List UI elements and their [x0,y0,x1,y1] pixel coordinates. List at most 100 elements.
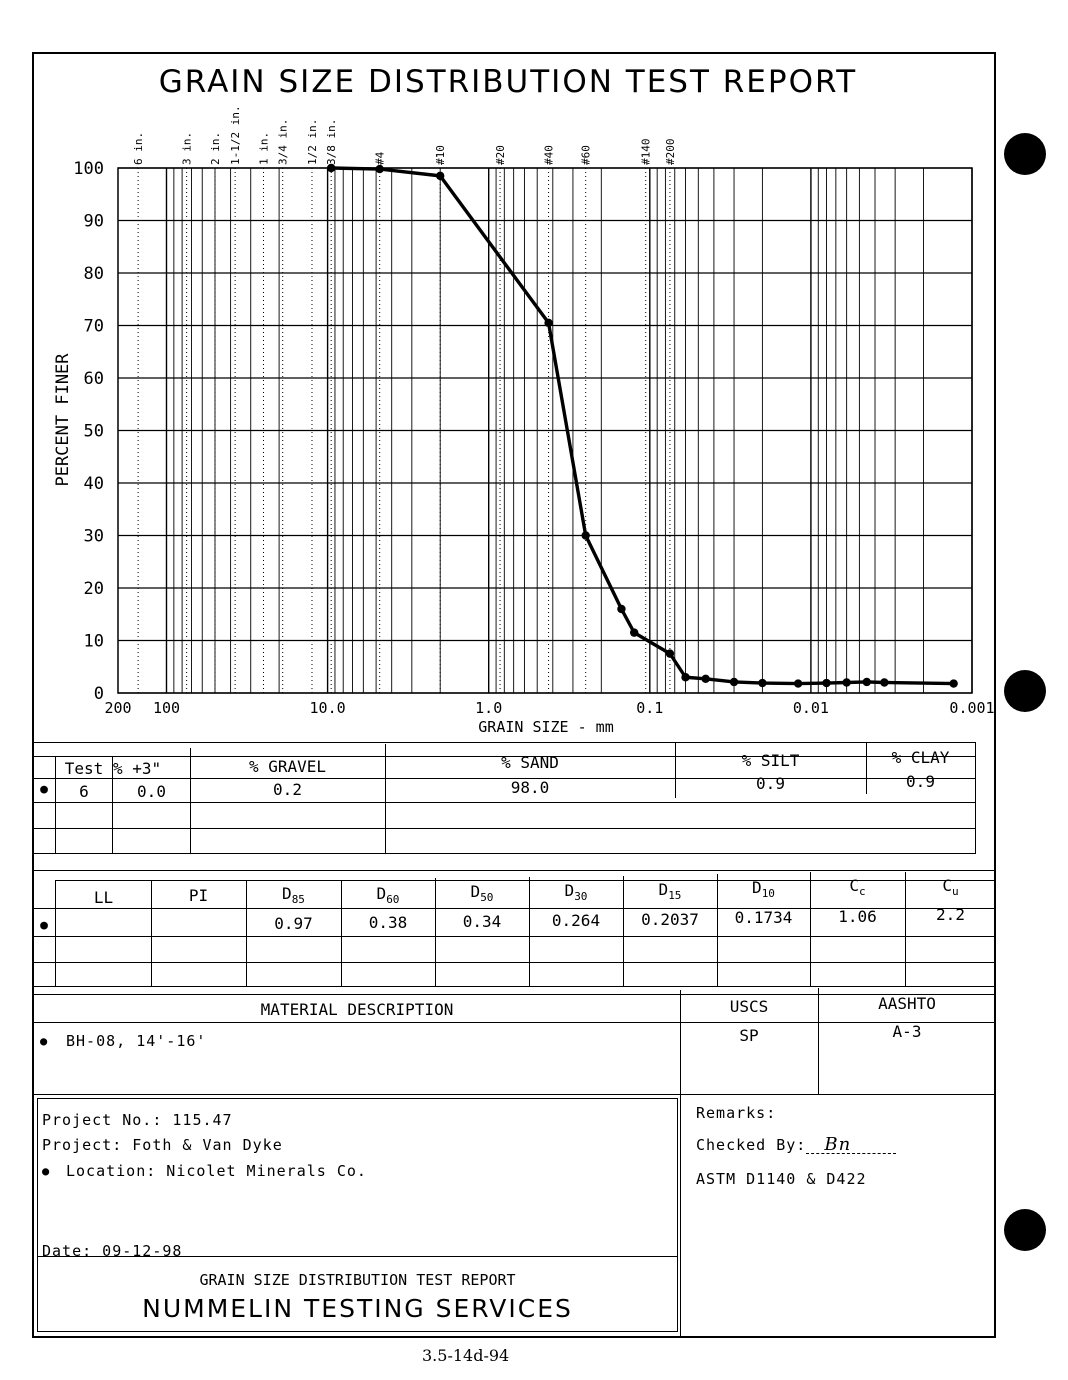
material-header: MATERIAL DESCRIPTION [260,1000,454,1019]
cell-d85: 0.97 [274,914,313,933]
uscs-value: SP [739,1026,759,1045]
header-d15: D15 [658,880,682,902]
data-point [880,678,889,687]
y-axis-title: PERCENT FINER [53,353,73,487]
x-tick-label: 0.1 [636,699,663,717]
header-d50: D50 [470,882,494,904]
y-tick-label: 0 [94,684,104,704]
project-location: Location: Nicolet Minerals Co. [66,1162,367,1180]
cell-sand: 98.0 [510,778,550,797]
sieve-label: 1 in. [257,132,270,165]
header-pi: PI [188,886,209,905]
checked-initials: Bn [806,1136,897,1154]
material-marker: ● [40,1034,49,1048]
data-point [581,531,590,540]
header-d10: D10 [752,878,775,900]
punch-hole [1004,670,1046,712]
page-reference: 3.5-14d-94 [422,1346,510,1365]
cell-d60: 0.38 [368,913,408,932]
sieve-label: #60 [580,145,593,165]
cell-silt: 0.9 [756,774,785,793]
remarks-label: Remarks: [696,1104,777,1122]
punch-hole [1004,1209,1046,1251]
header-d30: D30 [564,881,588,903]
data-point [862,677,871,687]
cell-plus3: 0.0 [137,782,166,801]
cell-clay: 0.9 [906,772,935,791]
x-tick-label: 0.001 [949,699,994,717]
y-tick-label: 30 [84,527,104,547]
data-point [326,163,336,173]
cell-d15: 0.2037 [641,910,699,929]
aashto-value: A-3 [892,1022,922,1041]
sieve-label: 2 in. [209,132,222,165]
header-cu: Cu [942,876,959,898]
header-gravel: % GRAVEL [248,757,327,776]
project-box [37,1098,678,1332]
x-axis-title: GRAIN SIZE - mm [478,718,613,736]
sieve-label: #200 [664,139,677,166]
data-point [436,171,445,181]
cell-d50: 0.34 [462,912,502,931]
x-tick-label: 100 [153,699,180,717]
punch-hole [1004,133,1046,175]
gradation-curve [331,166,954,686]
grain-size-chart: 0 10 20 30 40 50 60 70 80 90 100 6 in. 3 in. 2 in. 1-1… [53,105,995,736]
y-tick-label: 40 [84,474,104,494]
data-point [665,649,675,658]
header-test: Test [64,759,104,778]
data-point [758,678,767,688]
y-tick-label: 20 [84,579,104,599]
cell-gravel: 0.2 [273,780,302,799]
y-tick-label: 10 [84,632,104,652]
header-cc: Cc [849,876,866,898]
sieve-label: #4 [374,151,387,165]
header-plus3: % +3" [113,759,162,778]
sieve-label: #40 [543,145,556,165]
x-tick-label: 10.0 [310,699,346,717]
sieve-label: 3 in. [181,132,194,165]
header-d85: D85 [282,884,305,906]
data-point [629,628,639,637]
uscs-header: USCS [729,997,769,1016]
data-point [375,164,384,174]
data-point [617,604,626,614]
data-point [681,673,690,682]
plot-border [117,167,973,694]
x-tick-label: 1.0 [475,699,502,717]
header-silt: % SILT [741,751,800,770]
y-tick-label: 100 [73,159,104,179]
cell-d10: 0.1734 [734,908,793,927]
data-point [822,678,831,688]
sieve-label: 3/4 in. [277,119,290,165]
cell-cc: 1.06 [838,907,877,926]
astm-standard: ASTM D1140 & D422 [696,1170,867,1188]
project-date: Date: 09-12-98 [42,1242,183,1260]
y-tick-label: 70 [84,317,104,337]
checked-by: Checked By: Bn [696,1136,897,1154]
header-d60: D60 [376,884,400,906]
y-tick-label: 80 [84,264,104,284]
material-description: BH-08, 14'-16' [66,1032,207,1050]
header-sand: % SAND [501,753,559,772]
y-tick-label: 60 [84,369,104,389]
header-clay: % CLAY [891,748,950,767]
sieve-label: #10 [434,145,447,165]
report-title: GRAIN SIZE DISTRIBUTION TEST REPORT [158,64,858,100]
x-tick-label: 0.01 [793,699,829,717]
header-ll: LL [93,888,114,907]
sieve-label: 1/2 in. [306,119,319,165]
sieve-label: 1-1/2 in. [229,105,242,165]
sieve-label: 3/8 in. [325,119,338,165]
y-tick-label: 50 [84,422,104,442]
location-marker: ● [42,1164,51,1178]
company-name: NUMMELIN TESTING SERVICES [142,1294,573,1323]
project-number: Project No.: 115.47 [42,1111,233,1129]
x-tick-label: 200 [104,699,131,717]
cell-d30: 0.264 [551,911,601,930]
data-point [793,679,803,688]
aashto-header: AASHTO [878,994,936,1013]
sieve-label: #140 [640,139,653,166]
footer-report-title: GRAIN SIZE DISTRIBUTION TEST REPORT [199,1271,516,1289]
report-frame [32,52,996,1338]
